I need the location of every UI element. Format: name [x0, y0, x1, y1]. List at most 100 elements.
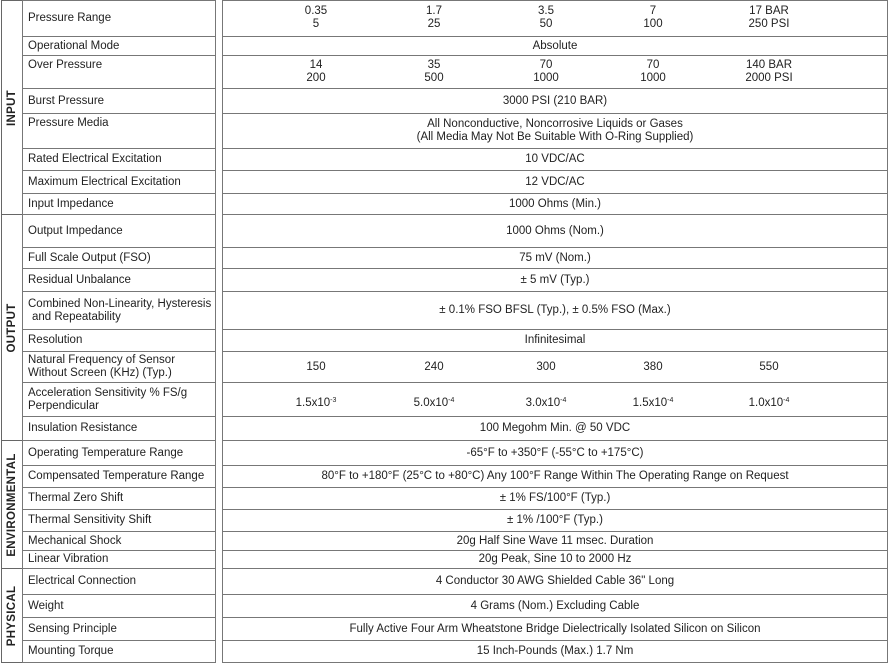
- label-line: Weight: [28, 599, 64, 612]
- spec-value: All Nonconductive, Noncorrosive Liquids …: [222, 113, 888, 148]
- value-text: 10 VDC/AC: [525, 153, 584, 166]
- value-line: Infinitesimal: [524, 334, 586, 346]
- value-line: 380: [643, 360, 663, 373]
- value-column: 1.5x10-4: [633, 394, 674, 410]
- value-line: 2000 PSI: [745, 72, 793, 84]
- label-line: Without Screen (KHz) (Typ.): [28, 367, 172, 379]
- value-line: 75 mV (Nom.): [519, 251, 591, 264]
- value-column: 3.5 50: [538, 5, 554, 31]
- value-line: 35: [427, 59, 441, 71]
- spec-value: 10 VDC/AC: [222, 148, 888, 170]
- label-line: Compensated Temperature Range: [28, 470, 205, 482]
- value-column: 140 BAR 2000 PSI: [745, 59, 792, 85]
- label-line: Full Scale Output (FSO): [28, 251, 151, 264]
- spec-label: Mechanical Shock: [22, 531, 216, 550]
- spec-value: 1.5x10-3 5.0x10-4 3.0x10-4 1.5x10-4 1.0x10-4: [222, 382, 888, 416]
- spec-label: Operational Mode: [22, 36, 216, 55]
- value-text: 1000 Ohms (Nom.): [506, 225, 604, 238]
- spec-label: Output Impedance: [22, 214, 216, 247]
- mantissa: 3.0x10: [525, 397, 561, 409]
- spec-label: Pressure Range: [22, 0, 216, 36]
- value-line: ± 1% /100°F (Typ.): [507, 514, 603, 526]
- label-text: Operating Temperature Range: [28, 447, 183, 460]
- label-text: Rated Electrical Excitation: [28, 153, 162, 166]
- spec-value: 1000 Ohms (Nom.): [222, 214, 888, 247]
- value-column: 150: [306, 361, 325, 374]
- spec-label: Maximum Electrical Excitation: [22, 170, 216, 193]
- label-text: Weight: [28, 600, 64, 613]
- spec-value: Absolute: [222, 36, 888, 55]
- label-line: Residual Unbalance: [28, 273, 131, 286]
- value-text: 15 Inch-Pounds (Max.) 1.7 Nm: [477, 645, 634, 658]
- value-text: ± 1% /100°F (Typ.): [507, 514, 603, 527]
- value-column: 70 1000: [640, 59, 666, 85]
- value-line: 140 BAR: [745, 59, 793, 71]
- spec-value: Fully Active Four Arm Wheatstone Bridge …: [222, 617, 888, 640]
- label-line: Pressure Media: [28, 117, 109, 129]
- spec-value: Infinitesimal: [222, 329, 888, 351]
- value-line: (All Media May Not Be Suitable With O-Ri…: [416, 131, 694, 143]
- spec-value: 4 Conductor 30 AWG Shielded Cable 36" Lo…: [222, 568, 888, 594]
- label-text: Residual Unbalance: [28, 274, 131, 287]
- spec-label: Rated Electrical Excitation: [22, 148, 216, 170]
- value-text: 100 Megohm Min. @ 50 VDC: [480, 422, 630, 435]
- value-line: 3.5: [538, 5, 554, 17]
- value-line: 1.7: [426, 5, 442, 17]
- spec-value: ± 1% /100°F (Typ.): [222, 509, 888, 531]
- spec-label: Weight: [22, 594, 216, 617]
- exponent: -4: [560, 397, 567, 404]
- spec-label: Natural Frequency of Sensor Without Scree…: [22, 351, 216, 382]
- spec-label: Electrical Connection: [22, 568, 216, 594]
- value-line: 70: [646, 59, 660, 71]
- spec-value: ± 0.1% FSO BFSL (Typ.), ± 0.5% FSO (Max.…: [222, 291, 888, 329]
- label-line: Operational Mode: [28, 39, 120, 52]
- label-text: Operational Mode: [28, 40, 119, 53]
- value-column: 1.0x10-4: [749, 394, 790, 410]
- value-line: 1000 Ohms (Min.): [508, 197, 602, 210]
- spec-label: Thermal Zero Shift: [22, 487, 216, 509]
- section-environmental: ENVIRONMENTAL: [1, 440, 22, 569]
- value-line: 0.35: [304, 5, 328, 17]
- label-line: Natural Frequency of Sensor: [28, 354, 176, 366]
- value-line: 25: [427, 18, 441, 30]
- spec-value: 15 Inch-Pounds (Max.) 1.7 Nm: [222, 640, 888, 662]
- label-text: Acceleration Sensitivity % FS/g Perpendic…: [28, 387, 187, 413]
- value-text: Infinitesimal: [525, 334, 586, 347]
- label-line: Maximum Electrical Excitation: [28, 175, 181, 188]
- label-text: Thermal Sensitivity Shift: [28, 514, 151, 527]
- spec-label: Combined Non-Linearity, Hysteresis and Re…: [22, 291, 216, 329]
- exponent: -4: [783, 397, 790, 404]
- value-line: All Nonconductive, Noncorrosive Liquids …: [427, 118, 683, 130]
- label-line: Acceleration Sensitivity % FS/g: [28, 386, 188, 399]
- label-line: Perpendicular: [28, 399, 99, 412]
- label-text: Pressure Media: [28, 117, 109, 130]
- value-column: 1.7 25: [426, 5, 442, 31]
- value-line: 1000 Ohms (Nom.): [506, 224, 604, 237]
- section-label: INPUT: [6, 89, 18, 126]
- exponent: -4: [448, 397, 455, 404]
- mantissa: 1.5x10: [632, 397, 668, 409]
- value-text: 4 Grams (Nom.) Excluding Cable: [471, 600, 640, 613]
- spec-value: 0.35 5 1.7 25 3.5 50 7 100 17 BAR 250 PSI: [222, 0, 888, 36]
- value-line: 70: [539, 59, 553, 71]
- value-line: 300: [536, 360, 556, 373]
- label-line: Burst Pressure: [28, 94, 105, 107]
- spec-value: 150 240 300 380 550: [222, 351, 888, 382]
- spec-value: 20g Peak, Sine 10 to 2000 Hz: [222, 550, 888, 568]
- label-text: Sensing Principle: [28, 623, 117, 636]
- spec-value: 1000 Ohms (Min.): [222, 193, 888, 214]
- spec-label: Over Pressure: [22, 55, 216, 88]
- label-line: Operating Temperature Range: [28, 446, 184, 459]
- value-line: 12 VDC/AC: [525, 175, 585, 188]
- value-line: 100 Megohm Min. @ 50 VDC: [479, 422, 631, 434]
- spec-label: Sensing Principle: [22, 617, 216, 640]
- value-text: 4 Conductor 30 AWG Shielded Cable 36" Lo…: [436, 575, 674, 588]
- spec-value: 80°F to +180°F (25°C to +80°C) Any 100°F…: [222, 465, 888, 487]
- label-line: Input Impedance: [28, 197, 114, 210]
- section-label: ENVIRONMENTAL: [6, 452, 18, 557]
- label-text: Electrical Connection: [28, 575, 136, 588]
- spec-label: Pressure Media: [22, 113, 216, 148]
- value-line: 20g Half Sine Wave 11 msec. Duration: [456, 534, 654, 547]
- exponent: -4: [667, 397, 674, 404]
- label-line: Mounting Torque: [28, 645, 114, 657]
